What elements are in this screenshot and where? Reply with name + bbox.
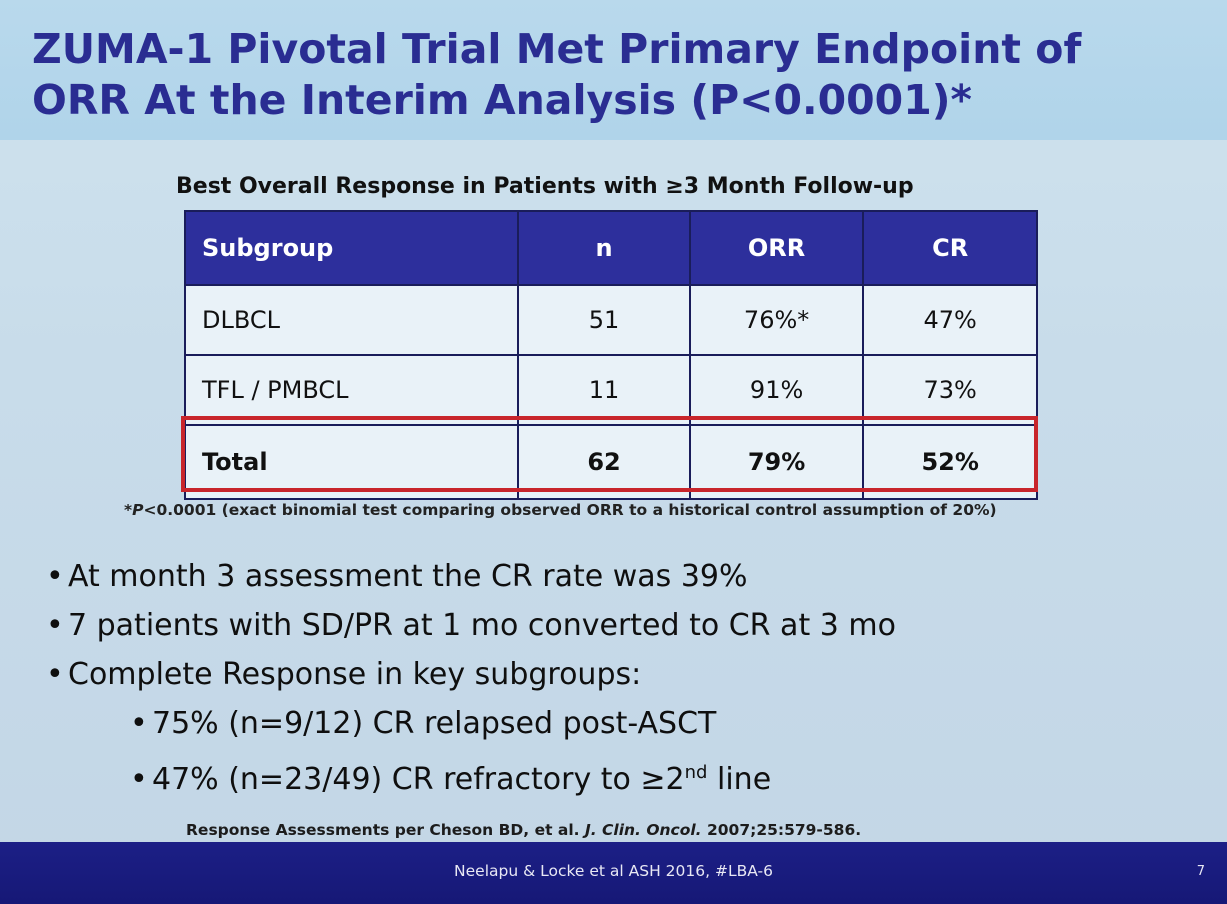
footnote-asterisk: *	[124, 501, 133, 519]
reference-prefix: Response Assessments per Cheson BD, et a…	[186, 821, 585, 839]
slide-title-line2: ORR At the Interim Analysis (P<0.0001)*	[32, 76, 972, 124]
sub-bullet-item: • 75% (n=9/12) CR relapsed post-ASCT	[46, 699, 896, 748]
title-band	[0, 0, 1227, 140]
cell-orr: 79%	[688, 424, 865, 500]
footer-citation: Neelapu & Locke et al ASH 2016, #LBA-6	[454, 862, 773, 880]
cell-n: 51	[517, 284, 691, 356]
table-footnote: *P<0.0001 (exact binomial test comparing…	[124, 498, 997, 522]
header-n: n	[517, 210, 691, 286]
cell-subgroup: Total	[183, 424, 520, 500]
bullet-dot: •	[46, 657, 64, 692]
bullet-text: At month 3 assessment the CR rate was 39…	[68, 559, 748, 594]
cell-cr: 52%	[862, 424, 1038, 500]
page-number: 7	[1196, 864, 1205, 879]
header-subgroup: Subgroup	[183, 210, 520, 286]
bullet-dot: •	[46, 559, 64, 594]
cell-subgroup: DLBCL	[183, 284, 520, 356]
reference-journal: J. Clin. Oncol.	[584, 821, 702, 839]
bullet-text: 47% (n=23/49) CR refractory to ≥2	[152, 762, 685, 797]
cell-n: 11	[517, 354, 691, 426]
cell-orr: 76%*	[688, 284, 865, 356]
bullet-dot: •	[46, 608, 64, 643]
reference-citation: Response Assessments per Cheson BD, et a…	[186, 818, 861, 842]
bullet-item: • 7 patients with SD/PR at 1 mo converted…	[46, 601, 896, 650]
slide-title: ZUMA-1 Pivotal Trial Met Primary Endpoin…	[32, 24, 1081, 126]
table-row: DLBCL 51 76%* 47%	[183, 284, 1038, 356]
table-row: TFL / PMBCL 11 91% 73%	[183, 354, 1038, 426]
cell-cr: 73%	[862, 354, 1038, 426]
footer-bar: Neelapu & Locke et al ASH 2016, #LBA-6 7	[0, 842, 1227, 904]
cell-n: 62	[517, 424, 691, 500]
bullet-list: • At month 3 assessment the CR rate was 3…	[46, 552, 896, 804]
sub-bullet-item: • 47% (n=23/49) CR refractory to ≥2nd lin…	[46, 748, 896, 804]
bullet-text: 7 patients with SD/PR at 1 mo converted …	[68, 608, 896, 643]
cell-subgroup: TFL / PMBCL	[183, 354, 520, 426]
bullet-text: Complete Response in key subgroups:	[68, 657, 642, 692]
header-orr: ORR	[688, 210, 865, 286]
table-header-row: Subgroup n ORR CR	[183, 210, 1038, 286]
footnote-p: P	[132, 501, 144, 519]
table-title: Best Overall Response in Patients with ≥…	[176, 174, 914, 199]
slide-title-line1: ZUMA-1 Pivotal Trial Met Primary Endpoin…	[32, 25, 1082, 73]
bullet-item: • At month 3 assessment the CR rate was 3…	[46, 552, 896, 601]
table-row-total: Total 62 79% 52%	[183, 424, 1038, 500]
bullet-item: • Complete Response in key subgroups:	[46, 650, 896, 699]
header-cr: CR	[862, 210, 1038, 286]
reference-suffix: 2007;25:579-586.	[701, 821, 862, 839]
bullet-dot: •	[130, 706, 148, 741]
bullet-text-end: line	[707, 762, 772, 797]
bullet-dot: •	[130, 762, 148, 797]
bullet-text: 75% (n=9/12) CR relapsed post-ASCT	[152, 706, 717, 741]
cell-cr: 47%	[862, 284, 1038, 356]
cell-orr: 91%	[688, 354, 865, 426]
results-table: Subgroup n ORR CR DLBCL 51 76%* 47% TFL …	[183, 210, 1038, 500]
ordinal-suffix: nd	[684, 762, 708, 783]
footnote-text: <0.0001 (exact binomial test comparing o…	[143, 501, 997, 519]
